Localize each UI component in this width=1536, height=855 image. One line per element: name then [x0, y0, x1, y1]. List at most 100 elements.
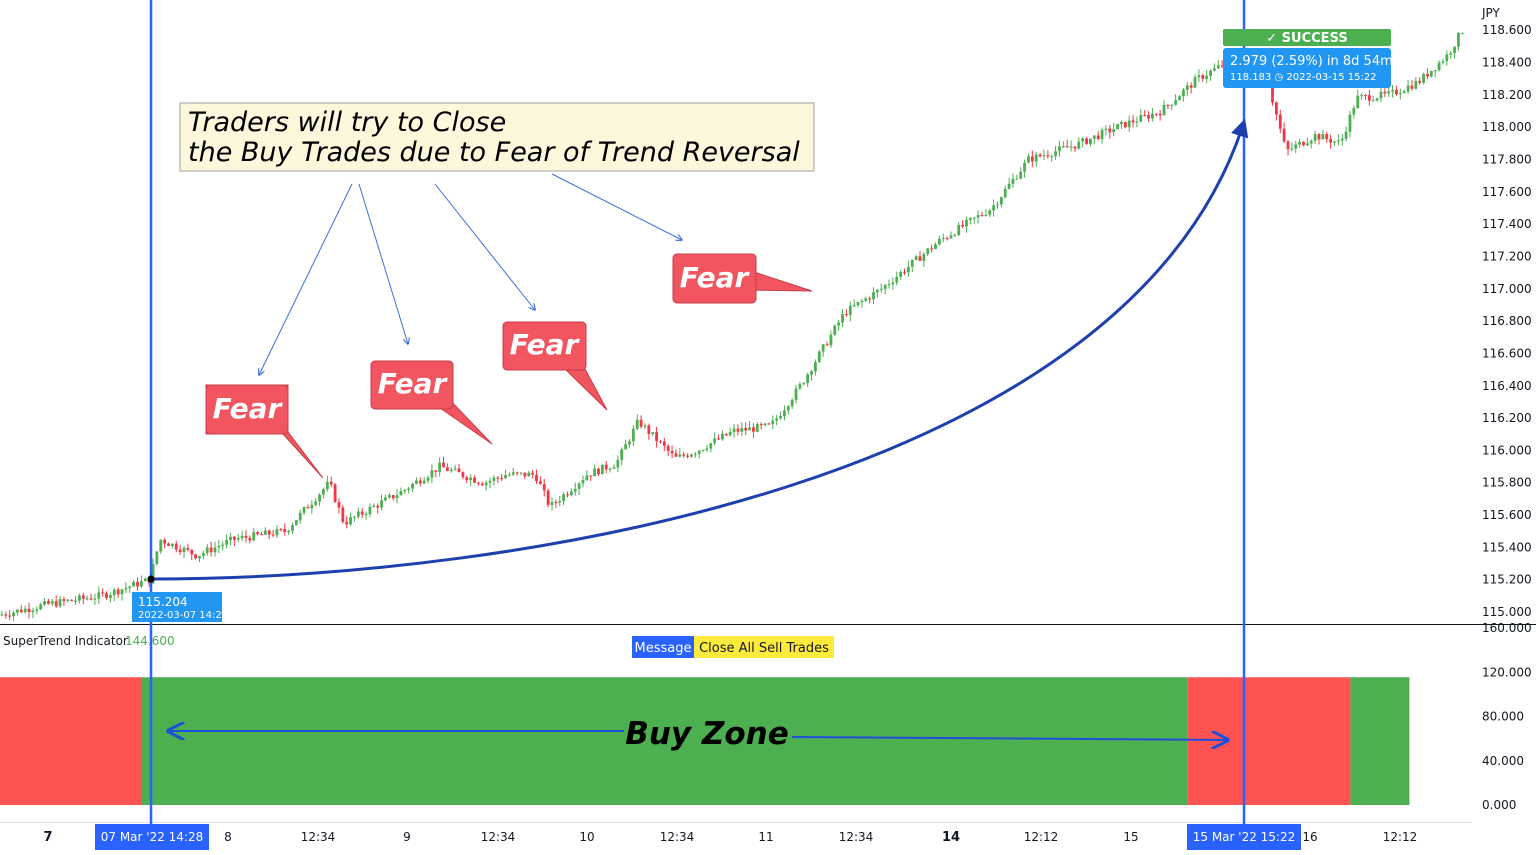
candle-body: [647, 425, 651, 434]
candle-body: [736, 428, 740, 432]
candle-body: [190, 549, 194, 555]
candle-body: [507, 474, 511, 476]
candle-body: [527, 472, 531, 477]
fear-label: Fear: [378, 367, 449, 400]
candle-body: [449, 469, 453, 471]
candle-body: [477, 482, 480, 484]
candle-body: [701, 449, 705, 451]
candle-body: [325, 481, 329, 490]
candle-body: [1364, 95, 1367, 97]
supertrend-zone-4: [1350, 677, 1410, 805]
candle-body: [674, 453, 678, 457]
candle-body: [1104, 128, 1108, 130]
candle-body: [1302, 141, 1305, 146]
candle-body: [446, 467, 449, 471]
time-axis: 7 8 12:34 9 12:34 10 12:34 11 12:34 14 12:12 15 16 12…: [43, 830, 1417, 845]
candle-body: [941, 238, 945, 240]
candle-body: [403, 489, 407, 491]
candle-body: [1395, 89, 1398, 95]
candle-body: [709, 443, 713, 449]
candle-body: [593, 468, 597, 477]
candle-body: [670, 450, 674, 454]
candle-body: [860, 300, 864, 303]
candle-body: [248, 537, 252, 541]
candle-body: [430, 470, 434, 478]
candle-body: [201, 553, 205, 556]
candle-body: [1274, 102, 1278, 115]
candle-body: [1046, 155, 1050, 157]
candle-body: [724, 433, 728, 436]
time-tick-label: 12:34: [301, 830, 336, 844]
candlestick-series: [0, 32, 1464, 622]
candle-body: [1348, 114, 1352, 132]
fear-callout-2: Fear: [370, 360, 493, 445]
candle-body: [182, 547, 186, 553]
candle-body: [1193, 77, 1197, 88]
candle-body: [1441, 61, 1445, 63]
entry-price: 115.204: [138, 595, 188, 609]
candle-body: [333, 484, 337, 503]
candle-body: [66, 599, 70, 601]
candle-body: [1061, 146, 1065, 148]
candle-body: [728, 431, 732, 436]
price-tick-label: 115.400: [1482, 540, 1532, 554]
candle-body: [151, 563, 155, 584]
candle-body: [302, 507, 306, 513]
candle-body: [798, 384, 802, 389]
candle-body: [484, 482, 488, 486]
candle-body: [244, 535, 248, 538]
candle-body: [337, 502, 341, 508]
candle-body: [879, 288, 883, 290]
candle-body: [291, 525, 294, 531]
candle-body: [697, 450, 701, 454]
pointer-arrow-3: [434, 183, 535, 310]
candle-body: [655, 432, 658, 442]
candle-body: [918, 256, 922, 261]
entry-time-axis-label: 07 Mar '22 14:28: [95, 824, 209, 850]
candle-body: [620, 449, 624, 460]
candle-body: [1038, 154, 1042, 157]
indicator-tick-label: 120.000: [1482, 665, 1532, 679]
candle-body: [953, 234, 957, 236]
candle-body: [205, 547, 209, 554]
currency-label: JPY: [1481, 6, 1501, 20]
candle-body: [1042, 155, 1046, 157]
candle-body: [19, 609, 23, 613]
candle-body: [271, 534, 275, 536]
candle-body: [105, 593, 108, 598]
entry-time: 2022-03-07 14:28: [138, 610, 228, 621]
candle-body: [624, 444, 627, 450]
candle-body: [1278, 114, 1282, 129]
candle-body: [163, 539, 167, 544]
candle-body: [631, 428, 635, 442]
candle-body: [186, 547, 190, 550]
candle-body: [1166, 105, 1170, 107]
candle-body: [294, 520, 298, 526]
candle-body: [1344, 131, 1348, 139]
fear-callout-4: Fear: [672, 253, 813, 304]
candle-body: [934, 244, 937, 250]
candle-body: [1271, 87, 1274, 103]
time-tick-label: 12:34: [660, 830, 695, 844]
candle-body: [70, 599, 74, 601]
candle-body: [0, 614, 4, 616]
candle-body: [1089, 138, 1092, 144]
candle-body: [1406, 85, 1410, 92]
candle-body: [569, 491, 573, 495]
indicator-tick-label: 40.000: [1482, 754, 1524, 768]
price-tick-label: 117.800: [1482, 153, 1532, 167]
candle-body: [387, 495, 391, 498]
candle-body: [1426, 73, 1429, 77]
candle-body: [883, 285, 887, 289]
fear-label: Fear: [680, 261, 751, 294]
candle-body: [194, 554, 198, 559]
candle-body: [949, 235, 953, 239]
candle-body: [1019, 171, 1023, 179]
candle-body: [384, 497, 387, 501]
candle-body: [407, 488, 411, 490]
candle-body: [16, 609, 19, 613]
candle-body: [1170, 104, 1174, 106]
candle-body: [232, 536, 236, 540]
